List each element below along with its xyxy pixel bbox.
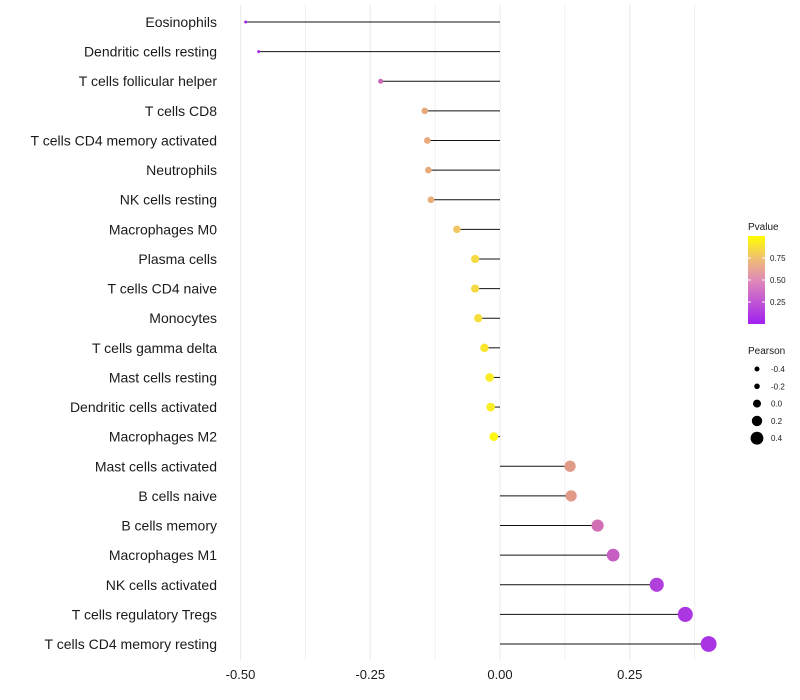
data-point [470,254,480,264]
category-label: T cells regulatory Tregs [72,606,217,622]
legend-pearson-label: -0.4 [771,365,785,374]
category-label: Dendritic cells activated [70,399,217,415]
data-point [427,196,435,204]
grid-layer [239,5,696,660]
legend-pearson-title: Pearson [748,346,785,357]
legend-size-dot [753,399,761,408]
category-label: Plasma cells [138,251,217,267]
data-point [424,137,431,144]
category-label: B cells naive [138,488,217,504]
category-label: Mast cells resting [109,369,217,385]
data-point [486,402,496,412]
category-label: Macrophages M0 [109,221,217,237]
legend-pvalue-tick-label: 0.75 [770,254,786,263]
data-point [257,50,261,54]
category-label: Macrophages M2 [109,429,217,445]
legend-pvalue-ticks: 0.25 0.50 0.75 [748,254,786,307]
category-label: T cells CD8 [145,103,217,119]
legend-pvalue-tick-label: 0.50 [770,276,786,285]
category-label: Macrophages M1 [109,547,217,563]
data-point [591,519,604,532]
data-point [421,107,429,115]
category-label: NK cells activated [106,577,217,593]
data-point [489,432,499,442]
category-labels: Eosinophils Dendritic cells resting T cell… [31,14,218,652]
category-label: T cells gamma delta [92,340,217,356]
legend-pearson-label: 0.4 [771,434,783,443]
legend-pvalue-colorbar [748,236,765,324]
category-label: Neutrophils [146,162,217,178]
category-label: Dendritic cells resting [84,44,217,60]
data-point [700,636,717,652]
data-point [649,577,664,592]
data-point [606,548,620,562]
data-point [453,225,461,234]
legend-size-dot [751,415,763,427]
data-point [474,314,483,323]
legend-pvalue-tick-label: 0.25 [770,298,786,307]
data-point [378,78,384,84]
point-layer [244,20,717,652]
category-label: Monocytes [149,310,217,326]
legend-size-dot [754,366,760,372]
x-tick-label: -0.50 [226,667,256,682]
x-tick-label: 0.25 [617,667,642,682]
data-point [564,460,576,472]
data-point [480,343,489,353]
legend: Pvalue 0.25 0.50 0.75 Pearson -0.4 -0.2 0.0 0… [748,222,786,445]
data-point [470,284,480,293]
data-point [565,490,577,502]
category-label: B cells memory [121,518,217,534]
category-label: T cells follicular helper [79,73,218,89]
legend-pearson-items: -0.4 -0.2 0.0 0.2 0.4 [750,365,785,445]
legend-pearson-label: 0.0 [771,400,783,409]
stem-layer [245,21,709,645]
category-label: Mast cells activated [95,458,217,474]
data-point [677,606,693,622]
category-label: T cells CD4 memory activated [31,132,217,148]
category-label: NK cells resting [120,192,217,208]
x-axis-tick-labels: -0.50 -0.25 0.00 0.25 [226,667,643,682]
legend-size-dot [754,383,760,390]
category-label: T cells CD4 naive [108,281,218,297]
x-tick-label: -0.25 [355,667,385,682]
category-label: T cells CD4 memory resting [45,636,217,652]
legend-pvalue-title: Pvalue [748,222,779,233]
data-point [425,166,432,174]
data-point [244,20,248,24]
x-tick-label: 0.00 [487,667,512,682]
legend-pearson-label: 0.2 [771,417,783,426]
legend-size-dot [750,431,764,445]
category-label: Eosinophils [145,14,217,30]
data-point [485,373,494,382]
legend-pearson-label: -0.2 [771,382,785,391]
